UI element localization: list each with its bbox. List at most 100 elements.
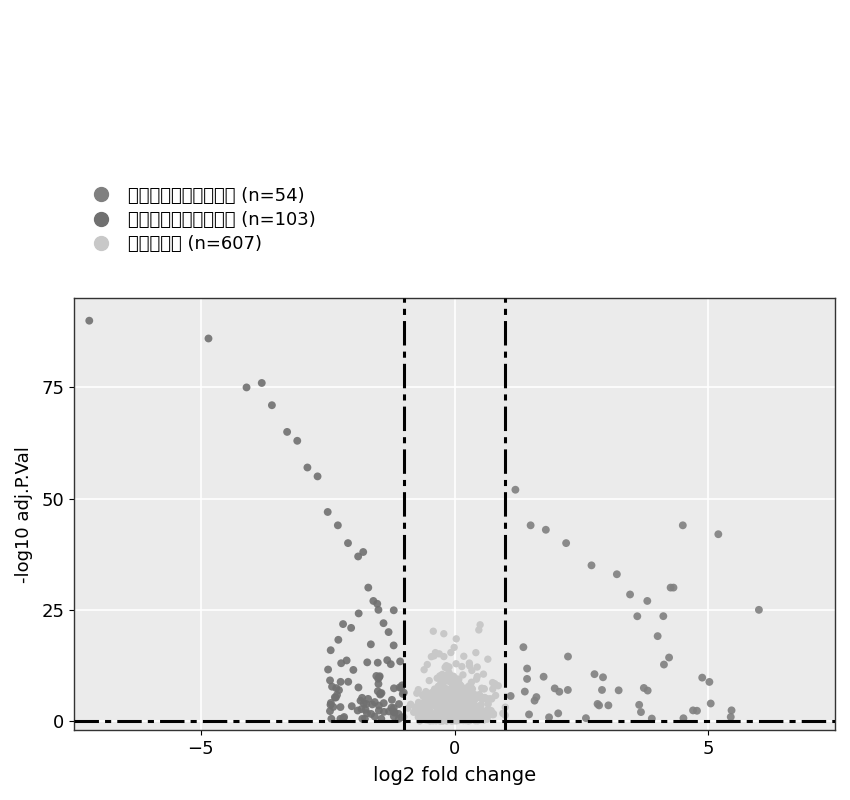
- Point: [433, 681, 446, 694]
- Point: [371, 656, 384, 669]
- Point: [450, 713, 463, 726]
- Point: [477, 668, 490, 681]
- Point: [427, 709, 440, 722]
- Point: [445, 696, 458, 709]
- Point: [612, 684, 626, 697]
- Point: [468, 711, 482, 724]
- Point: [454, 704, 468, 717]
- Point: [330, 682, 343, 694]
- Point: [321, 506, 335, 518]
- Point: [463, 691, 477, 704]
- Point: [451, 714, 465, 727]
- Point: [711, 528, 725, 541]
- Point: [434, 713, 448, 726]
- Point: [454, 710, 468, 723]
- Point: [496, 707, 510, 720]
- Point: [453, 697, 467, 710]
- Point: [452, 710, 466, 722]
- Point: [397, 710, 411, 723]
- Point: [481, 694, 495, 707]
- Point: [439, 704, 453, 717]
- Point: [444, 646, 457, 659]
- Legend: 在肉瘾组织上调的基因 (n=54), 在肉瘾组织下调的基因 (n=103), 无变化基因 (n=607): 在肉瘾组织上调的基因 (n=54), 在肉瘾组织下调的基因 (n=103), 无…: [83, 186, 316, 254]
- Point: [641, 684, 654, 697]
- Point: [443, 714, 456, 726]
- Point: [364, 638, 377, 650]
- Point: [438, 706, 451, 718]
- Point: [452, 714, 466, 726]
- Point: [432, 699, 445, 712]
- Point: [354, 694, 367, 707]
- Point: [439, 660, 453, 673]
- Point: [447, 711, 461, 724]
- Point: [482, 703, 496, 716]
- Point: [454, 681, 468, 694]
- Point: [334, 701, 348, 714]
- Point: [434, 704, 447, 717]
- Point: [439, 711, 452, 724]
- Point: [461, 697, 474, 710]
- Point: [448, 700, 462, 713]
- Point: [462, 657, 476, 670]
- Point: [491, 679, 505, 692]
- Point: [459, 708, 473, 721]
- Point: [280, 426, 294, 438]
- Point: [439, 661, 452, 674]
- Point: [442, 687, 456, 700]
- Point: [449, 710, 462, 723]
- Point: [467, 697, 480, 710]
- Point: [375, 713, 388, 726]
- Point: [473, 706, 487, 719]
- Point: [657, 658, 671, 671]
- Point: [462, 710, 476, 723]
- Point: [452, 698, 466, 710]
- Point: [439, 682, 453, 695]
- Point: [436, 682, 450, 694]
- Point: [466, 708, 479, 721]
- Point: [468, 714, 482, 727]
- Point: [414, 698, 428, 710]
- Point: [323, 674, 337, 686]
- Point: [436, 714, 450, 727]
- Point: [471, 714, 484, 727]
- Point: [456, 706, 470, 718]
- Point: [444, 702, 457, 715]
- Point: [454, 703, 468, 716]
- Point: [468, 699, 482, 712]
- Point: [456, 699, 469, 712]
- Point: [454, 693, 468, 706]
- Point: [436, 674, 450, 687]
- Point: [429, 714, 443, 727]
- Point: [438, 675, 451, 688]
- Point: [321, 663, 335, 676]
- Point: [424, 650, 438, 663]
- Point: [439, 682, 453, 695]
- Point: [422, 700, 436, 713]
- Point: [439, 682, 453, 695]
- Point: [504, 690, 518, 702]
- Point: [548, 682, 562, 694]
- Point: [447, 701, 461, 714]
- Point: [447, 699, 461, 712]
- Point: [450, 692, 464, 705]
- Point: [537, 670, 551, 683]
- Point: [429, 691, 443, 704]
- Point: [452, 677, 466, 690]
- Point: [240, 381, 253, 394]
- Point: [441, 712, 455, 725]
- Point: [430, 705, 444, 718]
- Point: [418, 698, 432, 711]
- Point: [451, 701, 465, 714]
- Point: [435, 702, 449, 714]
- Point: [443, 683, 456, 696]
- Point: [450, 704, 464, 717]
- Point: [456, 709, 470, 722]
- Point: [445, 703, 458, 716]
- Point: [445, 713, 458, 726]
- Point: [459, 687, 473, 700]
- Point: [456, 702, 470, 715]
- Point: [452, 702, 466, 715]
- Point: [444, 701, 457, 714]
- Point: [465, 664, 479, 677]
- Point: [458, 710, 472, 722]
